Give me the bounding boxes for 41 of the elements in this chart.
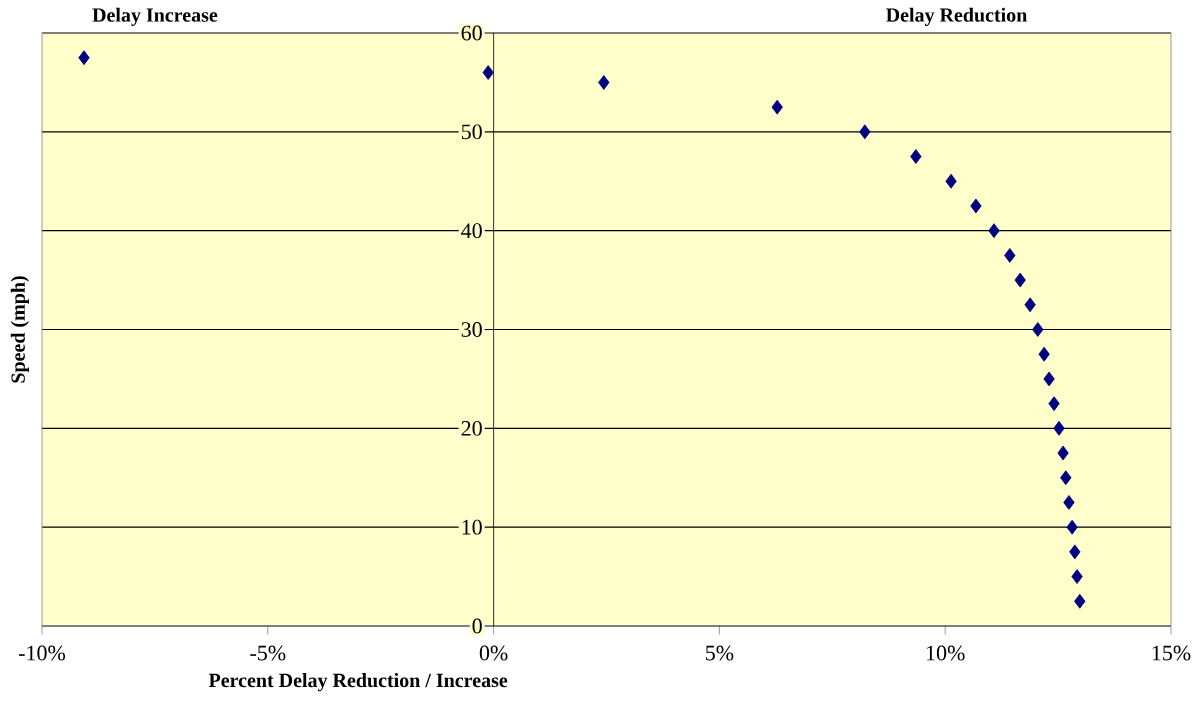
point — [1053, 420, 1065, 436]
x-tick-label: -10% — [18, 645, 66, 661]
point — [598, 75, 610, 90]
x-tick-label: -5% — [250, 645, 286, 661]
point — [1048, 396, 1060, 412]
x-tick-label: 5% — [706, 645, 734, 661]
y-tick-label: 10 — [462, 519, 482, 535]
x-tick-label: 0% — [479, 645, 508, 661]
point — [970, 198, 982, 214]
point — [482, 65, 494, 80]
point — [1060, 470, 1072, 486]
point — [1063, 495, 1075, 510]
point — [1071, 569, 1083, 584]
point — [1024, 297, 1036, 313]
x-axis-title: Percent Delay Reduction / Increase — [208, 673, 508, 692]
point — [1066, 519, 1078, 535]
text: Delay Increase — [92, 7, 218, 26]
point — [1038, 346, 1050, 362]
y-axis-title: Speed (mph) — [10, 276, 29, 383]
point — [1004, 247, 1016, 263]
y-tick-label: 30 — [461, 322, 482, 337]
point — [771, 99, 783, 115]
point — [859, 124, 871, 140]
x-tick-label: 10% — [926, 645, 965, 661]
point — [78, 50, 90, 66]
point — [988, 223, 1000, 239]
x-tick-label: 15% — [1152, 645, 1191, 661]
point — [1069, 544, 1081, 560]
y-tick-label: 40 — [461, 223, 482, 239]
text: Delay Reduction — [886, 7, 1028, 26]
y-tick-label: 20 — [461, 420, 482, 436]
point — [1032, 322, 1044, 337]
y-tick-label: 0 — [472, 618, 482, 634]
point — [910, 149, 922, 164]
point — [945, 173, 957, 189]
point — [1057, 445, 1069, 461]
point — [1014, 272, 1026, 288]
point — [1074, 593, 1086, 609]
y-tick-label: 50 — [461, 124, 482, 140]
y-tick-label: 60 — [461, 25, 482, 41]
point — [1043, 371, 1055, 387]
